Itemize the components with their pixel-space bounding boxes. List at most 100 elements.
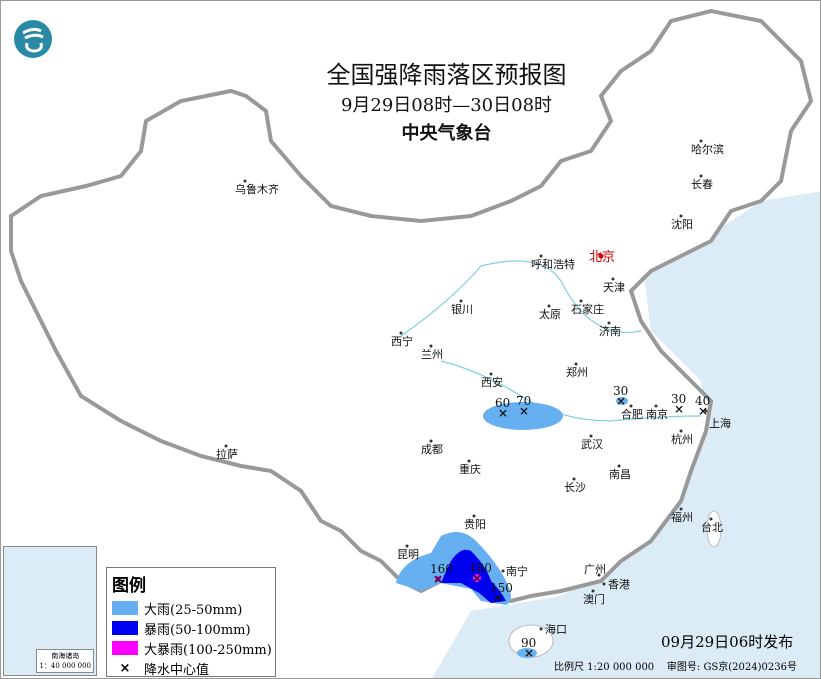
city-label: 南昌 xyxy=(609,468,631,481)
city-dot xyxy=(699,174,703,178)
city-dot xyxy=(539,254,543,258)
city-dot xyxy=(459,299,463,303)
rain-center-marker: × xyxy=(616,394,626,408)
rain-center-value: 70 xyxy=(516,394,531,408)
heavy-rain-area xyxy=(483,402,563,430)
city-dot xyxy=(617,464,621,468)
city-label: 贵阳 xyxy=(464,518,486,531)
city-label: 呼和浩特 xyxy=(531,257,575,271)
city-dot xyxy=(472,514,476,518)
city-label: 哈尔滨 xyxy=(691,142,724,156)
city-label: 南宁 xyxy=(506,564,528,578)
rain-center-value: 180 xyxy=(469,561,492,575)
map-title: 全国强降雨落区预报图 xyxy=(326,61,567,89)
rain-center-marker: × xyxy=(674,402,684,416)
city-dot xyxy=(699,139,703,143)
issue-time: 09月29日06时发布 xyxy=(661,633,794,651)
sea xyxy=(432,191,820,678)
city-label: 西安 xyxy=(481,375,503,389)
city-label: 长春 xyxy=(691,178,713,191)
city-label: 西宁 xyxy=(391,334,413,348)
legend-title: 图例 xyxy=(112,576,146,596)
city-dot xyxy=(501,569,505,573)
city-label: 昆明 xyxy=(397,548,419,561)
city-dot xyxy=(405,544,409,548)
city-label: 银川 xyxy=(451,302,473,316)
rain-center-marker: × xyxy=(698,404,708,418)
city-dot xyxy=(602,582,606,586)
rain-center-value: 60 xyxy=(495,396,510,410)
rain-center-value: 160 xyxy=(430,562,453,576)
city-label: 天津 xyxy=(603,281,625,294)
rain-center-value: 40 xyxy=(695,394,710,408)
heavy-rain-area xyxy=(616,397,628,405)
city-dot xyxy=(589,434,593,438)
cross-icon: × xyxy=(119,660,131,676)
rain-center-value: 150 xyxy=(490,581,513,595)
rain-center-marker: × xyxy=(472,571,482,585)
yellow-river xyxy=(400,260,642,337)
city-label: 兰州 xyxy=(421,348,443,361)
yangtze-river xyxy=(440,360,702,422)
approval-number: 审图号: GS京(2024)0236号 xyxy=(666,662,797,673)
legend-item-rainstorm: 暴雨(50-100mm) xyxy=(112,618,275,638)
capital-label: 北京 xyxy=(589,250,615,265)
city-label: 长沙 xyxy=(564,481,586,494)
city-dot xyxy=(429,344,433,348)
city-label: 石家庄 xyxy=(571,302,604,316)
legend-item-heavy-rain: 大雨(25-50mm) xyxy=(112,598,275,618)
city-dot xyxy=(399,331,403,335)
city-dot xyxy=(679,214,683,218)
city-label: 海口 xyxy=(545,622,567,636)
inset-label: 南海诸岛 1：40 000 000 xyxy=(36,649,94,673)
city-dot xyxy=(654,404,658,408)
legend-item-center: × 降水中心值 xyxy=(112,658,275,678)
rain-center-marker: × xyxy=(433,572,443,586)
city-dot xyxy=(629,404,633,408)
city-dot xyxy=(574,362,578,366)
city-label: 福州 xyxy=(671,510,693,524)
rain-center-marker: × xyxy=(493,591,503,605)
city-dot xyxy=(547,304,551,308)
city-dot xyxy=(224,444,228,448)
heavy-rainstorm-area xyxy=(473,574,481,582)
city-label: 台北 xyxy=(701,520,723,534)
legend-label: 暴雨(50-100mm) xyxy=(144,622,251,638)
city-dot xyxy=(591,589,595,593)
city-dot xyxy=(597,573,601,577)
city-label: 乌鲁木齐 xyxy=(235,182,279,196)
swatch xyxy=(112,621,138,635)
rain-center-value: 90 xyxy=(521,636,536,650)
legend-item-heavy-rainstorm: 大暴雨(100-250mm) xyxy=(112,638,275,658)
city-dot xyxy=(572,477,576,481)
china-border xyxy=(9,8,814,604)
city-dot xyxy=(467,459,471,463)
city-label: 成都 xyxy=(421,443,443,456)
rain-center-value: 30 xyxy=(613,384,628,398)
city-dot xyxy=(243,179,247,183)
inset-scale: 1：40 000 000 xyxy=(39,662,91,670)
legend-label: 大暴雨(100-250mm) xyxy=(144,642,272,658)
cma-logo xyxy=(14,20,52,58)
inset-title: 南海诸岛 xyxy=(51,652,80,660)
capital-dot xyxy=(598,253,604,259)
city-label: 杭州 xyxy=(671,432,693,446)
city-dot xyxy=(709,517,713,521)
city-label: 拉萨 xyxy=(216,447,238,461)
legend: 图例 大雨(25-50mm) 暴雨(50-100mm) 大暴雨(100-250m… xyxy=(106,567,276,678)
city-dot xyxy=(679,429,683,433)
city-dot xyxy=(429,439,433,443)
city-label: 郑州 xyxy=(566,365,588,379)
south-china-sea-inset: 南海诸岛 1：40 000 000 xyxy=(3,546,97,676)
city-dot xyxy=(679,507,683,511)
legend-label: 大雨(25-50mm) xyxy=(144,602,243,618)
rain-center-value: 30 xyxy=(671,392,686,406)
city-label: 太原 xyxy=(539,308,561,321)
city-label: 合肥 xyxy=(621,407,643,421)
city-label: 重庆 xyxy=(459,462,481,476)
heavy-rain-area xyxy=(517,648,537,658)
forecast-period: 9月29日08时—30日08时 xyxy=(340,95,553,116)
scale: 比例尺 1:20 000 000 xyxy=(554,662,655,673)
